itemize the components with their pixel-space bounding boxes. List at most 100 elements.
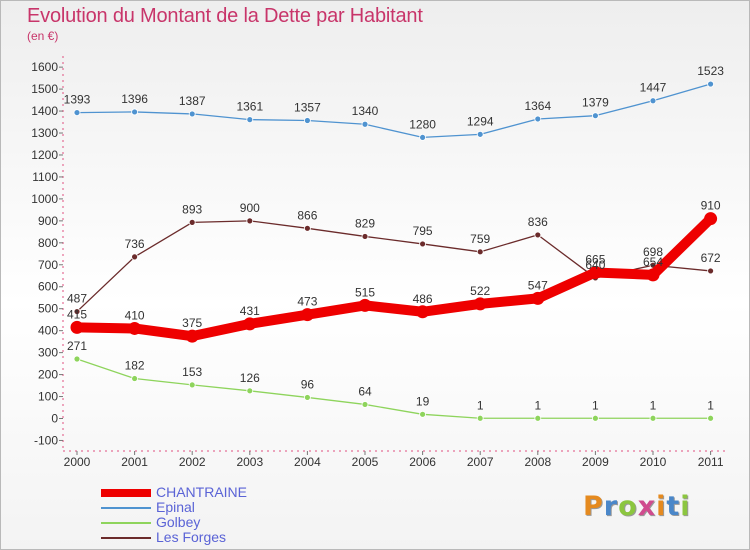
data-point-chantraine xyxy=(243,317,257,331)
x-tick-label: 2011 xyxy=(698,455,724,469)
x-tick-label: 2005 xyxy=(352,455,379,469)
data-label-golbey: 153 xyxy=(182,365,202,379)
legend-swatch xyxy=(101,537,151,539)
x-tick-label: 2007 xyxy=(467,455,494,469)
x-tick-label: 2006 xyxy=(409,455,436,469)
data-label-golbey: 1 xyxy=(707,398,714,412)
y-tick-label: 1100 xyxy=(32,170,58,184)
data-point-les-forges xyxy=(188,218,196,226)
data-point-chantraine xyxy=(473,297,487,311)
x-tick-label: 2000 xyxy=(64,455,91,469)
y-tick-label: 500 xyxy=(38,302,58,316)
data-label-golbey: 182 xyxy=(125,359,145,373)
data-point-golbey xyxy=(419,410,427,418)
data-label-chantraine: 522 xyxy=(470,284,490,298)
series-line-chantraine xyxy=(72,213,716,342)
y-tick-label: 1500 xyxy=(31,82,58,96)
data-label-les-forges: 698 xyxy=(643,245,663,259)
y-tick-label: 0 xyxy=(51,412,58,426)
data-point-les-forges xyxy=(707,267,714,275)
x-tick-label: 2002 xyxy=(179,455,206,469)
series-line-epinal xyxy=(76,83,712,139)
data-point-golbey xyxy=(303,394,311,401)
data-point-epinal xyxy=(246,116,254,124)
data-label-golbey: 19 xyxy=(416,394,430,408)
data-label-les-forges: 759 xyxy=(470,232,490,246)
x-tick-label: 2001 xyxy=(121,455,148,469)
data-label-golbey: 1 xyxy=(477,398,484,412)
data-point-chantraine xyxy=(646,268,660,282)
data-point-golbey xyxy=(131,375,139,382)
data-label-epinal: 1361 xyxy=(236,100,263,114)
data-point-chantraine xyxy=(416,305,430,319)
data-label-chantraine: 547 xyxy=(528,278,548,292)
legend-swatch xyxy=(101,522,151,524)
legend-label: Golbey xyxy=(156,514,201,530)
data-point-chantraine xyxy=(531,291,545,305)
data-point-epinal xyxy=(73,109,81,116)
x-tick-label: 2009 xyxy=(582,455,609,469)
data-point-epinal xyxy=(534,115,542,123)
series-line-les-forges xyxy=(76,220,712,313)
data-label-golbey: 1 xyxy=(534,398,541,412)
data-point-chantraine xyxy=(128,321,142,335)
data-point-les-forges xyxy=(131,253,139,261)
data-point-chantraine xyxy=(185,329,199,343)
data-label-les-forges: 487 xyxy=(67,292,87,306)
data-label-epinal: 1364 xyxy=(524,99,551,113)
data-label-chantraine: 375 xyxy=(182,316,202,330)
data-point-golbey xyxy=(361,401,369,408)
y-tick-label: -100 xyxy=(34,433,58,447)
data-label-les-forges: 893 xyxy=(182,202,202,216)
data-point-les-forges xyxy=(361,233,369,240)
data-point-les-forges xyxy=(419,240,427,248)
y-tick-label: 1000 xyxy=(31,192,58,206)
y-tick-label: 100 xyxy=(38,390,58,404)
legend-label: Les Forges xyxy=(156,529,227,545)
data-point-chantraine xyxy=(300,308,314,322)
data-label-golbey: 1 xyxy=(650,398,657,412)
legend-swatch xyxy=(101,489,151,497)
data-label-epinal: 1393 xyxy=(64,93,91,107)
data-label-chantraine: 415 xyxy=(67,307,87,321)
data-point-epinal xyxy=(419,134,427,141)
data-point-epinal xyxy=(361,120,369,128)
data-point-epinal xyxy=(131,108,139,116)
data-point-golbey xyxy=(534,414,542,422)
data-label-golbey: 64 xyxy=(358,384,372,398)
data-point-les-forges xyxy=(476,248,484,256)
data-point-chantraine xyxy=(704,212,718,226)
y-tick-label: 800 xyxy=(38,236,58,250)
data-point-epinal xyxy=(476,130,484,138)
data-label-les-forges: 640 xyxy=(585,258,605,272)
y-tick-label: 1400 xyxy=(31,104,58,118)
data-label-chantraine: 486 xyxy=(413,292,433,306)
y-tick-label: 1600 xyxy=(31,60,58,74)
legend-label: Epinal xyxy=(156,499,195,515)
data-point-les-forges xyxy=(73,308,81,315)
data-label-les-forges: 866 xyxy=(297,208,317,222)
data-point-chantraine xyxy=(70,320,84,334)
data-point-golbey xyxy=(73,355,81,363)
data-point-golbey xyxy=(649,414,657,422)
data-label-epinal: 1387 xyxy=(179,94,206,108)
data-label-golbey: 271 xyxy=(67,339,87,353)
data-label-les-forges: 836 xyxy=(528,215,548,229)
data-point-epinal xyxy=(188,110,196,118)
data-label-les-forges: 736 xyxy=(125,237,145,251)
data-label-les-forges: 795 xyxy=(413,224,433,238)
data-point-golbey xyxy=(246,387,254,395)
data-label-les-forges: 672 xyxy=(701,251,721,265)
x-tick-label: 2004 xyxy=(294,455,321,469)
proxiti-logo: Proxiti xyxy=(583,491,691,522)
data-point-les-forges xyxy=(534,231,542,239)
data-label-chantraine: 431 xyxy=(240,304,260,318)
chart-title: Evolution du Montant de la Dette par Hab… xyxy=(27,5,423,27)
y-tick-label: 400 xyxy=(38,324,58,338)
y-tick-label: 1200 xyxy=(31,148,58,162)
data-label-chantraine: 473 xyxy=(297,295,317,309)
y-tick-label: 300 xyxy=(38,346,58,360)
data-label-epinal: 1280 xyxy=(409,117,436,131)
